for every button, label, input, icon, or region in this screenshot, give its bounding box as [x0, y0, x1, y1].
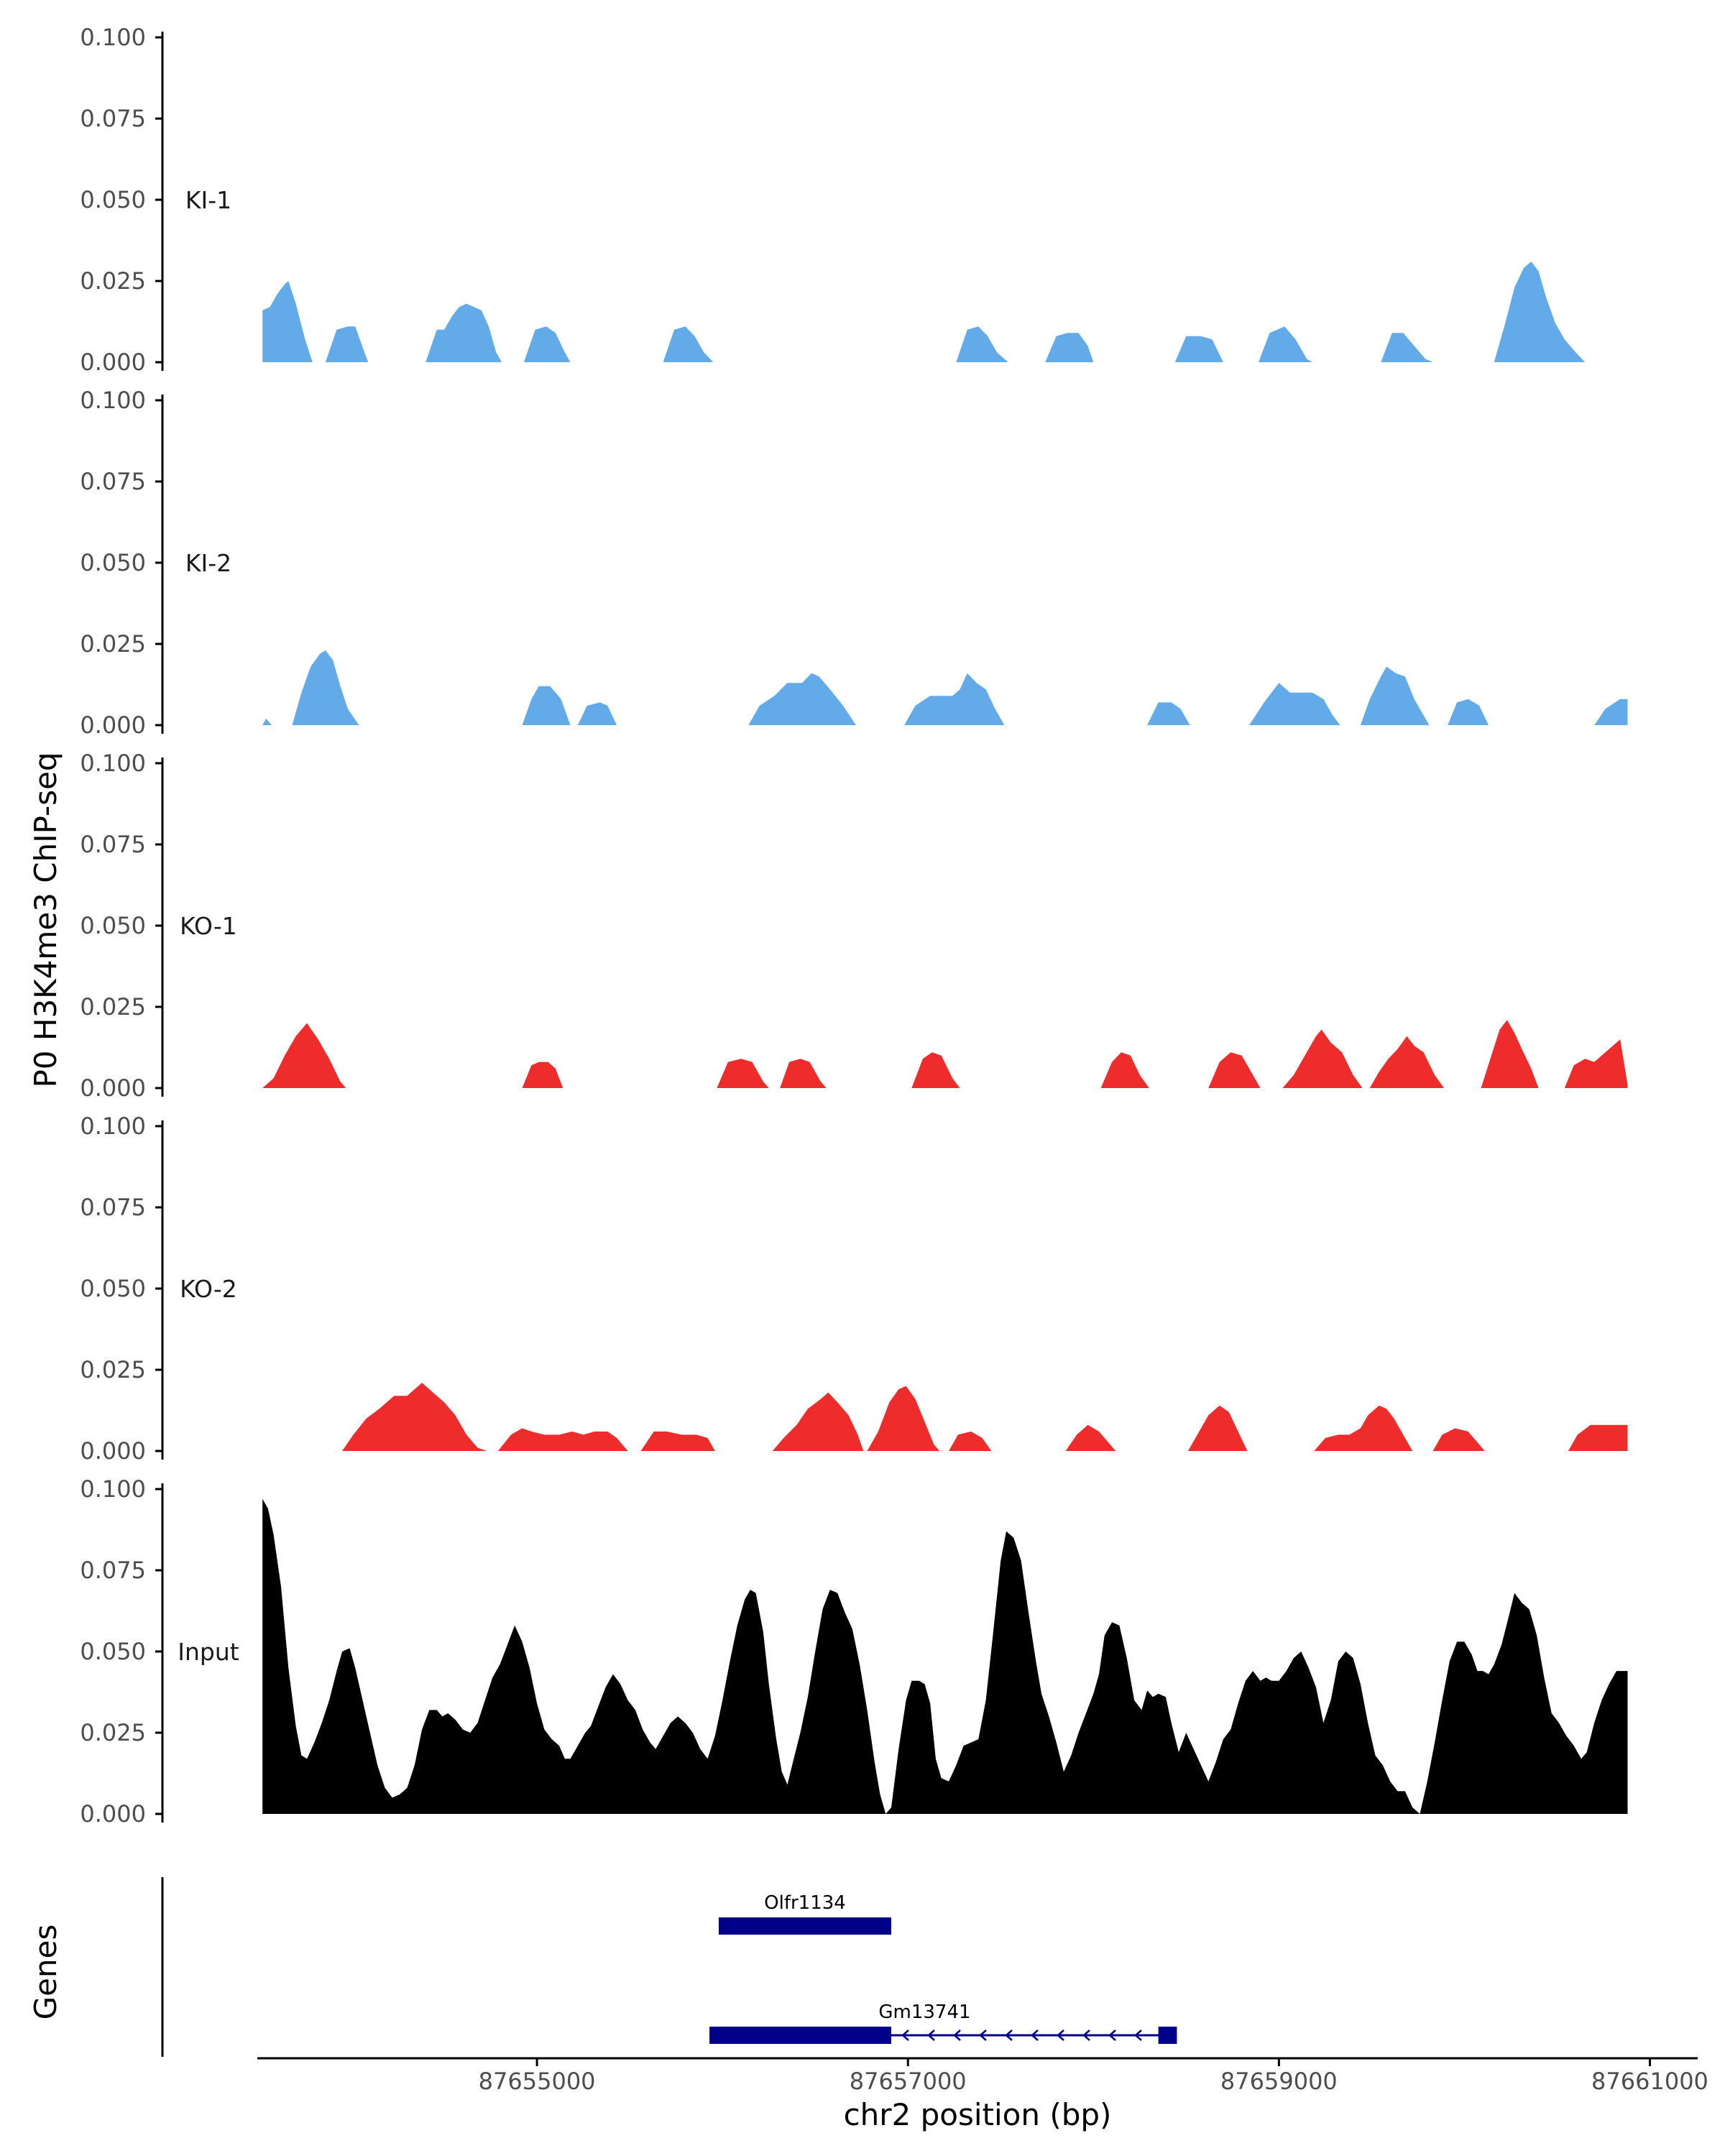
- y-tick-label: 0.000: [80, 711, 146, 739]
- track-ki-2: 0.000 0.025 0.050 0.075 0.100 KI-2: [80, 387, 1628, 739]
- y-tick-label: 0.050: [80, 186, 146, 213]
- strand-arrow: [1108, 2030, 1116, 2041]
- track-label: KO-1: [180, 912, 237, 940]
- track-label: Input: [178, 1638, 239, 1666]
- y-tick-label: 0.025: [80, 630, 146, 658]
- strand-arrow: [927, 2030, 935, 2041]
- y-tick-label: 0.050: [80, 1275, 146, 1302]
- y-tick-label: 0.075: [80, 105, 146, 132]
- strand-arrow: [901, 2030, 909, 2041]
- track-label: KO-2: [180, 1275, 237, 1303]
- gene-olfr1134: Olfr1134: [719, 1892, 891, 1935]
- gene-label: Gm13741: [878, 2001, 970, 2023]
- y-tick-label: 0.075: [80, 831, 146, 858]
- genes-layer: Olfr1134 Gm13741: [161, 1877, 1177, 2057]
- y-tick-label: 0.100: [80, 24, 146, 51]
- y-tick-label: 0.075: [80, 1194, 146, 1221]
- y-tick-label: 0.000: [80, 1437, 146, 1465]
- y-tick-label: 0.025: [80, 267, 146, 295]
- gene-exon: [709, 2027, 891, 2044]
- y-tick-label: 0.000: [80, 1074, 146, 1102]
- strand-arrow: [1005, 2030, 1013, 2041]
- y-tick-label: 0.100: [80, 750, 146, 777]
- tracks-layer: 0.0000.0250.0500.0750.100KI-10.0000.0250…: [80, 24, 1628, 1828]
- strand-arrow: [1057, 2030, 1064, 2041]
- strand-arrow: [1031, 2030, 1039, 2041]
- gene-exon: [719, 1917, 891, 1935]
- x-axis: 87655000 87657000 87659000 87661000: [257, 2057, 1708, 2095]
- genes-axis-title: Genes: [28, 1925, 63, 2020]
- y-tick-label: 0.075: [80, 468, 146, 495]
- coverage-area: [342, 1383, 1628, 1451]
- strand-arrow: [979, 2030, 987, 2041]
- track-ko-2: 0.000 0.025 0.050 0.075 0.100 KO-2: [80, 1112, 1628, 1465]
- y-tick-label: 0.025: [80, 1719, 146, 1746]
- track-input: 0.000 0.025 0.050 0.075 0.100 Input: [80, 1475, 1628, 1828]
- y-tick-label: 0.050: [80, 549, 146, 576]
- gene-gm13741: Gm13741: [709, 2001, 1177, 2044]
- y-tick-label: 0.100: [80, 1475, 146, 1503]
- y-tick-label: 0.000: [80, 1800, 146, 1828]
- gene-exon: [1158, 2027, 1177, 2044]
- track-ko-1: 0.000 0.025 0.050 0.075 0.100 KO-1: [80, 750, 1628, 1102]
- y-tick-label: 0.100: [80, 387, 146, 414]
- strand-arrow: [953, 2030, 961, 2041]
- x-tick-label: 87659000: [1220, 2068, 1338, 2095]
- coverage-area: [262, 261, 1628, 362]
- x-tick-label: 87657000: [850, 2068, 967, 2095]
- gene-label: Olfr1134: [764, 1892, 846, 1914]
- coverage-area: [262, 1498, 1628, 1814]
- y-tick-label: 0.025: [80, 1356, 146, 1383]
- coverage-area: [262, 650, 1628, 725]
- track-ki-1: 0.000 0.025 0.050 0.075 0.100 KI-1: [80, 24, 1628, 376]
- y-tick-label: 0.000: [80, 349, 146, 376]
- strand-arrow: [1134, 2030, 1142, 2041]
- x-axis-title: chr2 position (bp): [844, 2097, 1112, 2132]
- y-tick-label: 0.075: [80, 1557, 146, 1584]
- coverage-area: [262, 1020, 1628, 1088]
- x-tick-label: 87661000: [1591, 2068, 1708, 2095]
- track-label: KI-1: [185, 186, 231, 214]
- y-tick-label: 0.050: [80, 1638, 146, 1665]
- track-label: KI-2: [185, 549, 231, 577]
- y-axis-title: P0 H3K4me3 ChIP-seq: [28, 752, 63, 1087]
- y-tick-label: 0.100: [80, 1112, 146, 1140]
- y-tick-label: 0.050: [80, 912, 146, 939]
- x-tick-label: 87655000: [479, 2068, 596, 2095]
- strand-arrow: [1082, 2030, 1090, 2041]
- y-tick-label: 0.025: [80, 993, 146, 1021]
